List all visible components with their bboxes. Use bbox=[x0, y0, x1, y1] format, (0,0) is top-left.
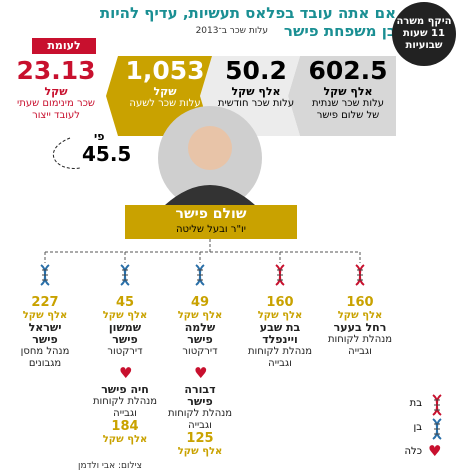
photo-face bbox=[188, 126, 232, 170]
tag-bg bbox=[32, 38, 96, 54]
dna-icon bbox=[432, 394, 442, 416]
child-role: דירקטור bbox=[182, 346, 218, 357]
credit: צילום: אבי ולדמן bbox=[78, 461, 142, 471]
arrow bbox=[52, 137, 81, 169]
child-role: מנהל מחסן מגבונים bbox=[20, 346, 70, 369]
heart-icon: ♥ bbox=[194, 364, 208, 382]
badge-line: היקף משרה bbox=[396, 16, 452, 27]
dna-icon bbox=[432, 418, 442, 440]
stat-value: 602.5 bbox=[308, 56, 388, 85]
stat-label: עלות שכר שנתית של שלום פישר bbox=[311, 98, 385, 121]
title: אם אתה עובד בפלאס תעשיות, עדיף להיות bbox=[99, 4, 396, 22]
spouse: חיה פישר מנהלת לקוחות וגבייה 184 אלף שקל bbox=[85, 384, 165, 446]
child-name: ישראל פישר bbox=[28, 321, 62, 346]
dna-icon bbox=[195, 264, 205, 286]
amount: 49 bbox=[190, 295, 210, 310]
stat-unit: שקל bbox=[44, 85, 68, 98]
stat-unit: שקל bbox=[153, 85, 177, 98]
times: פי bbox=[94, 130, 105, 143]
stat: 1,053 שקל עלות שכר לשעה bbox=[122, 56, 208, 136]
spouse-role: מנהלת לקוחות וגבייה bbox=[167, 408, 233, 431]
unit: אלף שקל bbox=[102, 310, 148, 321]
amount: 45 bbox=[115, 295, 135, 310]
stat-value: 1,053 bbox=[125, 56, 205, 85]
unit: אלף שקל bbox=[102, 434, 148, 445]
stat: 602.5 אלף שקל עלות שכר שנתית של שלום פישר bbox=[304, 56, 392, 136]
badge-line: שבועיות bbox=[405, 40, 443, 51]
badge: היקף משרה 11 שעות שבועיות bbox=[392, 2, 456, 66]
person-name: שולם פישר bbox=[175, 206, 247, 222]
stat-unit: אלף שקל bbox=[231, 85, 281, 98]
unit: אלף שקל bbox=[177, 446, 223, 457]
stat-label: עלות שכר לשעה bbox=[129, 98, 201, 109]
child-role: מנהלת לקוחות וגבייה bbox=[247, 346, 313, 369]
amount: 160 bbox=[346, 295, 374, 310]
dna-icon bbox=[40, 264, 50, 286]
child-role: מנהלת לקוחות וגבייה bbox=[327, 334, 393, 357]
dna-icon bbox=[355, 264, 365, 286]
child: 160 אלף שקל רחל בעער מנהלת לקוחות וגבייה bbox=[320, 296, 400, 358]
heart-icon: ♥ bbox=[428, 442, 442, 460]
child-role: דירקטור bbox=[107, 346, 143, 357]
stat-value: 50.2 bbox=[225, 56, 287, 85]
stat-label: עלות שכר חודשית bbox=[217, 98, 295, 109]
stat-box bbox=[288, 56, 396, 136]
child: 227 אלף שקל ישראל פישר מנהל מחסן מגבונים bbox=[5, 296, 85, 370]
spouse-role: מנהלת לקוחות וגבייה bbox=[92, 396, 158, 419]
spouse-name: חיה פישר bbox=[101, 383, 149, 396]
name-plate bbox=[125, 205, 297, 239]
person-role: יו"ר ובעל שליטה bbox=[175, 224, 247, 235]
unit: אלף שקל bbox=[22, 310, 68, 321]
unit: אלף שקל bbox=[337, 310, 383, 321]
child: 45 אלף שקל שמשון פישר דירקטור bbox=[85, 296, 165, 358]
child-name: שמשון פישר bbox=[108, 321, 142, 346]
unit: אלף שקל bbox=[177, 310, 223, 321]
dna-icon bbox=[120, 264, 130, 286]
legend-label: בן bbox=[413, 422, 422, 433]
subtitle: עלות שכר ב־2013 bbox=[195, 26, 268, 36]
amount: 125 bbox=[186, 431, 214, 446]
stat: 23.13 שקל שכר מינימום שעתי לעובד ייצור bbox=[4, 56, 108, 136]
title: בן משפחת פישר bbox=[283, 22, 396, 40]
photo-body bbox=[165, 185, 255, 205]
stat-value: 23.13 bbox=[16, 56, 96, 85]
unit: אלף שקל bbox=[257, 310, 303, 321]
spouse-name: דבורה פישר bbox=[184, 383, 216, 408]
dna-icon bbox=[275, 264, 285, 286]
stat: 50.2 אלף שקל עלות שכר חודשית bbox=[216, 56, 296, 136]
tag: לעומת bbox=[47, 39, 81, 52]
amount: 227 bbox=[31, 295, 59, 310]
amount: 184 bbox=[111, 419, 139, 434]
child-name: שלמה פישר bbox=[184, 321, 216, 346]
legend-label: בת bbox=[409, 398, 422, 409]
child-name: בת שבע ויינפלד bbox=[259, 321, 301, 346]
ratio: 45.5 bbox=[82, 142, 132, 166]
spouse: דבורה פישר מנהלת לקוחות וגבייה 125 אלף שקל bbox=[160, 384, 240, 458]
child: 49 אלף שקל שלמה פישר דירקטור bbox=[160, 296, 240, 358]
legend-label: כלה bbox=[404, 446, 422, 457]
heart-icon: ♥ bbox=[119, 364, 133, 382]
child: 160 אלף שקל בת שבע ויינפלד מנהלת לקוחות וגב… bbox=[240, 296, 320, 370]
child-name: רחל בעער bbox=[333, 321, 387, 334]
stat-label: שכר מינימום שעתי לעובד ייצור bbox=[17, 98, 95, 121]
stat-unit: אלף שקל bbox=[323, 85, 373, 98]
amount: 160 bbox=[266, 295, 294, 310]
badge-line: 11 שעות bbox=[403, 28, 445, 39]
